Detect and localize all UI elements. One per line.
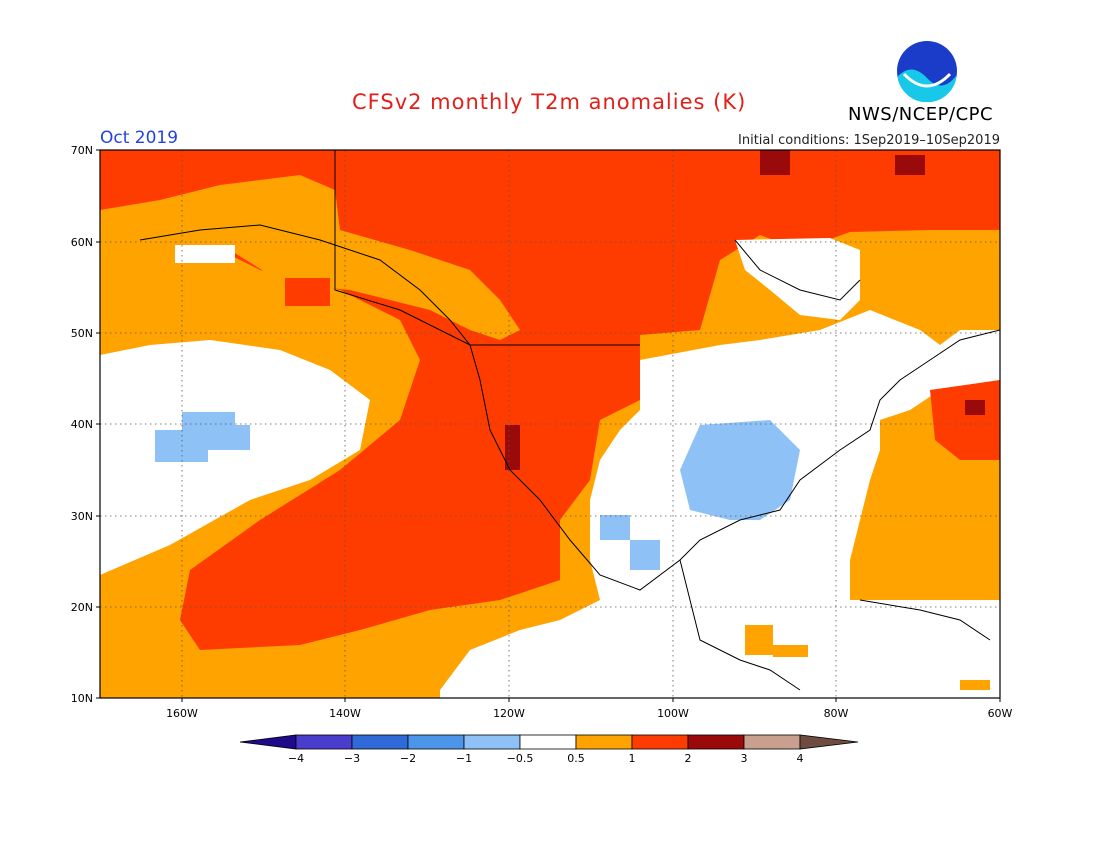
colorbar-label: −1 (456, 752, 472, 765)
anomaly-white-pacific (100, 340, 370, 575)
lat-tick-label: 60N (71, 236, 93, 249)
colorbar-swatch (463, 734, 521, 750)
anomaly-white-hudson (735, 238, 860, 320)
colorbar-swatch (295, 734, 353, 750)
colorbar-swatch (407, 734, 465, 750)
anomaly-blue-pacific (155, 412, 250, 462)
lat-tick-label: 30N (71, 510, 93, 523)
colorbar-label: 1 (629, 752, 636, 765)
lon-tick-label: 100W (657, 707, 689, 720)
lon-tick-label: 120W (493, 707, 525, 720)
colorbar-swatch (351, 734, 409, 750)
colorbar-label: 2 (685, 752, 692, 765)
map-title: CFSv2 monthly T2m anomalies (K) (352, 90, 747, 114)
colorbar-swatch (687, 734, 745, 750)
initial-conditions: Initial conditions: 1Sep2019–10Sep2019 (738, 133, 1000, 148)
colorbar-arrow-left (239, 734, 297, 750)
lon-tick-label: 80W (824, 707, 849, 720)
colorbar-label: −0.5 (507, 752, 534, 765)
colorbar-label: 0.5 (567, 752, 585, 765)
lat-tick-label: 40N (71, 418, 93, 431)
colorbar-arrow-right (799, 734, 859, 750)
coastlines (139, 150, 1000, 691)
noaa-logo-icon (897, 41, 957, 102)
colorbar-label: 4 (797, 752, 804, 765)
colorbar-swatch (743, 734, 801, 750)
colorbar-label: −2 (400, 752, 416, 765)
anomaly-blue-central (680, 420, 800, 520)
agency-credit: NWS/NCEP/CPC (848, 104, 994, 125)
lat-tick-label: 70N (71, 144, 93, 157)
colorbar-swatch (575, 734, 633, 750)
lat-tick-label: 20N (71, 601, 93, 614)
lat-tick-label: 10N (71, 692, 93, 705)
lon-tick-label: 60W (988, 707, 1013, 720)
colorbar-label: −3 (344, 752, 360, 765)
anomaly-orange-alaska (100, 175, 520, 340)
anomaly-white-east (590, 310, 1000, 698)
lon-tick-label: 160W (166, 707, 198, 720)
anomaly-white-south (440, 600, 600, 698)
lon-tick-label: 140W (329, 707, 361, 720)
colorbar-label: 3 (741, 752, 748, 765)
colorbar: −4 −3 −2 −1 −0.5 0.5 1 2 3 4 (239, 734, 859, 765)
colorbar-swatch (519, 734, 577, 750)
colorbar-swatch (631, 734, 689, 750)
forecast-month: Oct 2019 (100, 128, 179, 148)
lat-tick-label: 50N (71, 327, 93, 340)
colorbar-label: −4 (288, 752, 304, 765)
